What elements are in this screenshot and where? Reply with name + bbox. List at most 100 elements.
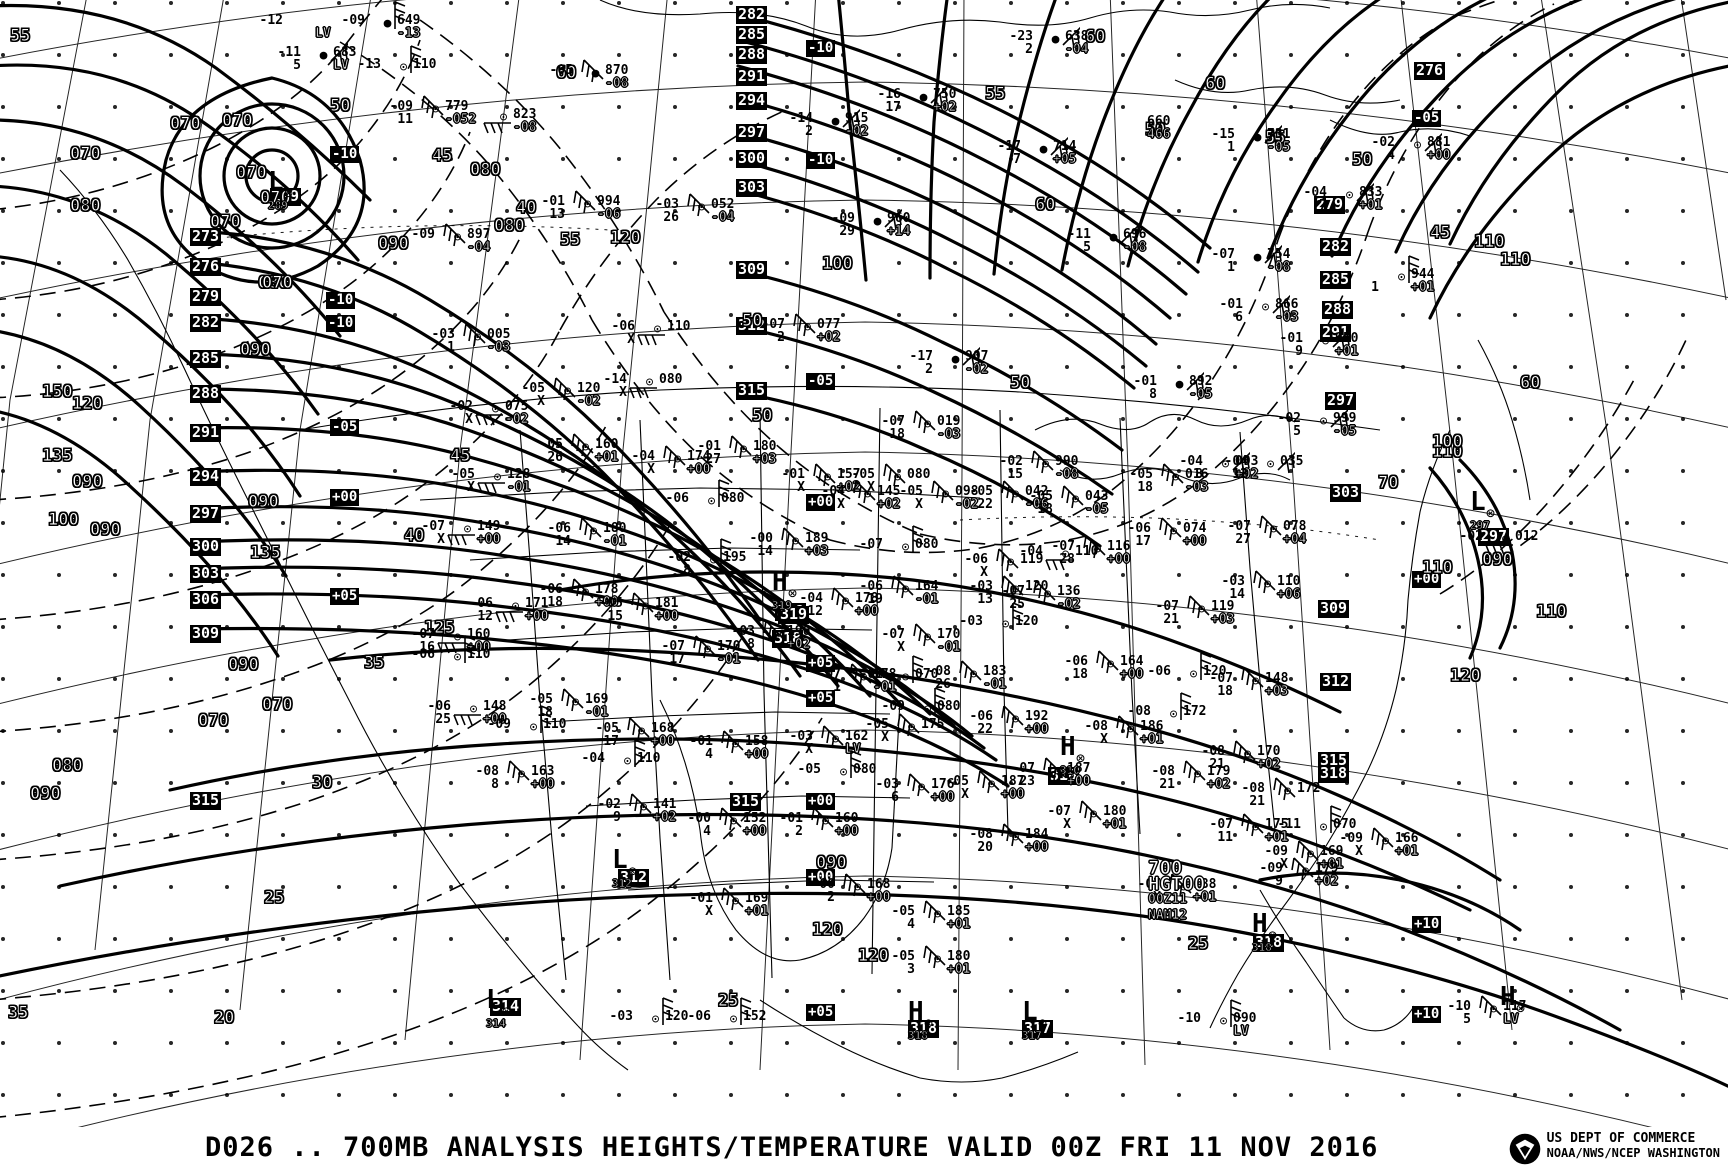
- station-height: 181: [655, 596, 679, 611]
- wind-level-label: 080: [257, 273, 289, 293]
- station-dewpoint-depression: 1: [447, 340, 455, 355]
- isotherm-label: 25: [717, 991, 739, 1011]
- station-dewpoint-depression: 1: [1371, 280, 1379, 295]
- station-height-change: +03: [1264, 684, 1289, 699]
- high-center-marker: H ⊗ 318: [908, 999, 933, 1041]
- station-temperature: -09: [389, 99, 413, 114]
- station-height-change: -052: [444, 112, 477, 127]
- center-cross-icon: ⊗: [1076, 749, 1086, 767]
- station-dewpoint-depression: 18: [889, 427, 905, 442]
- height-contour-label: 312: [736, 316, 768, 335]
- wind-barb-icon: [693, 635, 716, 659]
- station-temperature: -03: [875, 777, 899, 792]
- station-circle-icon: ⊙: [1269, 522, 1278, 537]
- station-height: 080: [853, 762, 877, 777]
- station-circle-icon: ⊙: [1243, 747, 1252, 762]
- wind-barb-icon: [913, 623, 936, 647]
- station-height-change: +00: [1426, 148, 1451, 163]
- station-height: 660: [1147, 114, 1171, 129]
- station-circle-icon: ⊙: [841, 594, 850, 609]
- station-temperature: -02: [1371, 135, 1395, 150]
- station-dewpoint-depression: 18: [1217, 684, 1233, 699]
- station-temperature: -07: [1011, 761, 1035, 776]
- station-circle-icon: ⊙: [707, 494, 716, 509]
- station-dewpoint-depression: X: [837, 497, 845, 512]
- station-temperature: -01: [779, 811, 803, 826]
- temperature-contour-label: +00: [806, 869, 836, 886]
- station-dewpoint-depression: 9: [1295, 344, 1303, 359]
- model-stamp-field: 700: [1147, 857, 1183, 879]
- station-height: 077: [817, 317, 841, 332]
- station-height: 171: [525, 596, 549, 611]
- wind-level-label: 090: [239, 340, 271, 360]
- wind-barb-icon: [1033, 580, 1056, 604]
- station-height: 907: [965, 349, 989, 364]
- wind-barb-icon: [475, 414, 503, 426]
- wind-barb-icon: [463, 323, 486, 347]
- station-height-change: +00: [930, 790, 955, 805]
- isotherm-label: 100: [821, 254, 853, 274]
- station-circle-icon: ⊙: [773, 627, 782, 642]
- wind-barb-icon: [720, 538, 732, 566]
- station-height-change: -05: [1084, 502, 1109, 517]
- station-circle-icon: ⊙: [831, 732, 840, 747]
- station-dewpoint-depression: 8: [1195, 467, 1203, 482]
- station-dewpoint-depression: 1: [1227, 260, 1235, 275]
- wind-level-label: 090: [247, 492, 279, 512]
- station-height: 119: [1211, 599, 1235, 614]
- station-circle-icon: ●: [383, 16, 392, 31]
- station-height-change: +01: [946, 917, 971, 932]
- station-height: 178: [595, 582, 619, 597]
- station-temperature: -09: [487, 717, 511, 732]
- station-height-change: -01: [936, 640, 961, 655]
- height-contour-label: 288: [190, 384, 222, 403]
- station-dewpoint-depression: 12: [807, 604, 823, 619]
- station-height: 195: [723, 550, 747, 565]
- wind-level-label: 070: [69, 144, 101, 164]
- station-height: 750: [933, 87, 957, 102]
- wind-barb-icon: [447, 534, 475, 546]
- height-contour-label: 282: [1320, 237, 1352, 256]
- station-height-change: -13: [396, 26, 421, 41]
- station-height: 999: [1333, 411, 1357, 426]
- station-height: 080: [659, 372, 683, 387]
- station-circle-icon: ⊙: [863, 487, 872, 502]
- station-circle-icon: ⊙: [1093, 542, 1102, 557]
- station-dewpoint-depression: X: [915, 497, 923, 512]
- isotherm-label: 40: [403, 526, 425, 546]
- high-center-marker: H ⊗ 310: [1060, 734, 1085, 776]
- station-circle-icon: ●: [831, 114, 840, 129]
- station-dewpoint-depression: 5: [1083, 240, 1091, 255]
- station-temperature: -07: [761, 317, 785, 332]
- isotherm-label: 25: [1187, 934, 1209, 954]
- station-height-change: +02: [786, 637, 811, 652]
- isotherm-label: 55: [9, 26, 31, 46]
- station-temperature: -08: [1084, 719, 1108, 734]
- station-temperature: -06: [1127, 521, 1151, 536]
- wind-level-label: 070: [221, 111, 253, 131]
- station-circle-icon: ●: [919, 90, 928, 105]
- station-height-change: +00: [1066, 774, 1091, 789]
- station-dewpoint-depression: 5: [1463, 1012, 1471, 1027]
- station-circle-icon: ⊙: [1345, 188, 1354, 203]
- station-circle-icon: ⊙: [1043, 587, 1052, 602]
- station-dewpoint-depression: 14: [757, 544, 773, 559]
- height-contour-label: 297: [736, 123, 768, 142]
- height-contour-label: 276: [190, 257, 222, 276]
- station-temperature: -02: [999, 454, 1023, 469]
- station-circle-icon: ⊙: [1011, 487, 1020, 502]
- pressure-center-value: 310: [1060, 764, 1081, 777]
- station-height: 120: [665, 1009, 689, 1024]
- center-cross-icon: ⊗: [502, 1002, 512, 1020]
- station-temperature: -04: [631, 449, 655, 464]
- wind-level-label: 090: [815, 853, 847, 873]
- station-circle-icon: ⊙: [1011, 830, 1020, 845]
- station-circle-icon: ⊙: [1179, 880, 1188, 895]
- isotherm-label: 30: [311, 773, 333, 793]
- height-contour-label: 318: [908, 1019, 940, 1038]
- wind-barb-icon: [843, 873, 866, 897]
- station-circle-icon: ⊙: [491, 402, 500, 417]
- isotherm-label: 40: [515, 198, 537, 218]
- station-height: 950: [1335, 331, 1359, 346]
